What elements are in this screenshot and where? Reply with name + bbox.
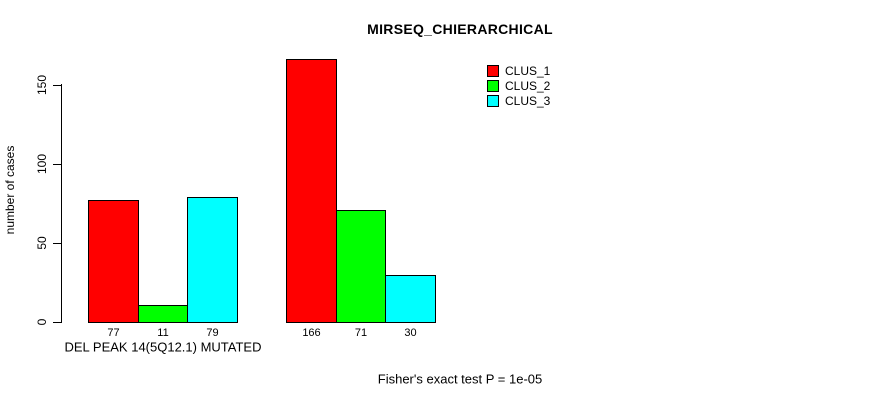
y-axis-tick-label: 100 (35, 153, 49, 175)
y-axis-tick-label: 50 (35, 236, 49, 250)
bar-clus_3-group2 (385, 275, 436, 323)
y-axis-tick-mark (53, 322, 61, 323)
legend-label-clus_3: CLUS_3 (505, 93, 551, 108)
legend-entry-clus_3: CLUS_3 (487, 93, 550, 108)
y-axis-tick-mark (53, 243, 61, 244)
y-axis-tick-label: 0 (35, 318, 49, 326)
y-axis-tick-label: 150 (35, 74, 49, 96)
legend-entry-clus_2: CLUS_2 (487, 78, 550, 93)
y-axis-tick-mark (53, 85, 61, 86)
bar-clus_3-group1 (187, 197, 238, 323)
y-axis-tick-mark (53, 164, 61, 165)
bar-value-label-clus_2-group1: 11 (157, 327, 169, 339)
bar-clus_2-group2 (336, 210, 386, 323)
legend: CLUS_1 CLUS_2 CLUS_3 (487, 63, 550, 108)
legend-label-clus_2: CLUS_2 (505, 78, 551, 93)
bar-value-label-clus_1-group1: 77 (107, 327, 120, 339)
y-axis-line (61, 84, 62, 323)
legend-swatch-clus_2 (487, 79, 499, 92)
x-axis-group-label: DEL PEAK 14(5Q12.1) MUTATED (64, 339, 262, 355)
legend-label-clus_1: CLUS_1 (505, 63, 551, 78)
bar-clus_1-group1 (88, 200, 139, 323)
bar-value-label-clus_3-group2: 30 (404, 327, 417, 339)
legend-swatch-clus_1 (487, 64, 499, 77)
fisher-test-annotation: Fisher's exact test P = 1e-05 (377, 371, 543, 387)
bar-clus_2-group1 (138, 305, 188, 323)
bar-value-label-clus_2-group2: 71 (354, 327, 368, 339)
bar-value-label-clus_1-group2: 166 (302, 327, 321, 339)
legend-entry-clus_1: CLUS_1 (487, 63, 550, 78)
bar-clus_1-group2 (286, 59, 337, 323)
bar-value-label-clus_3-group1: 79 (206, 327, 219, 339)
chart-title: MIRSEQ_CHIERARCHICAL (367, 21, 553, 37)
legend-swatch-clus_3 (487, 94, 499, 107)
y-axis-label: number of cases (3, 145, 17, 235)
